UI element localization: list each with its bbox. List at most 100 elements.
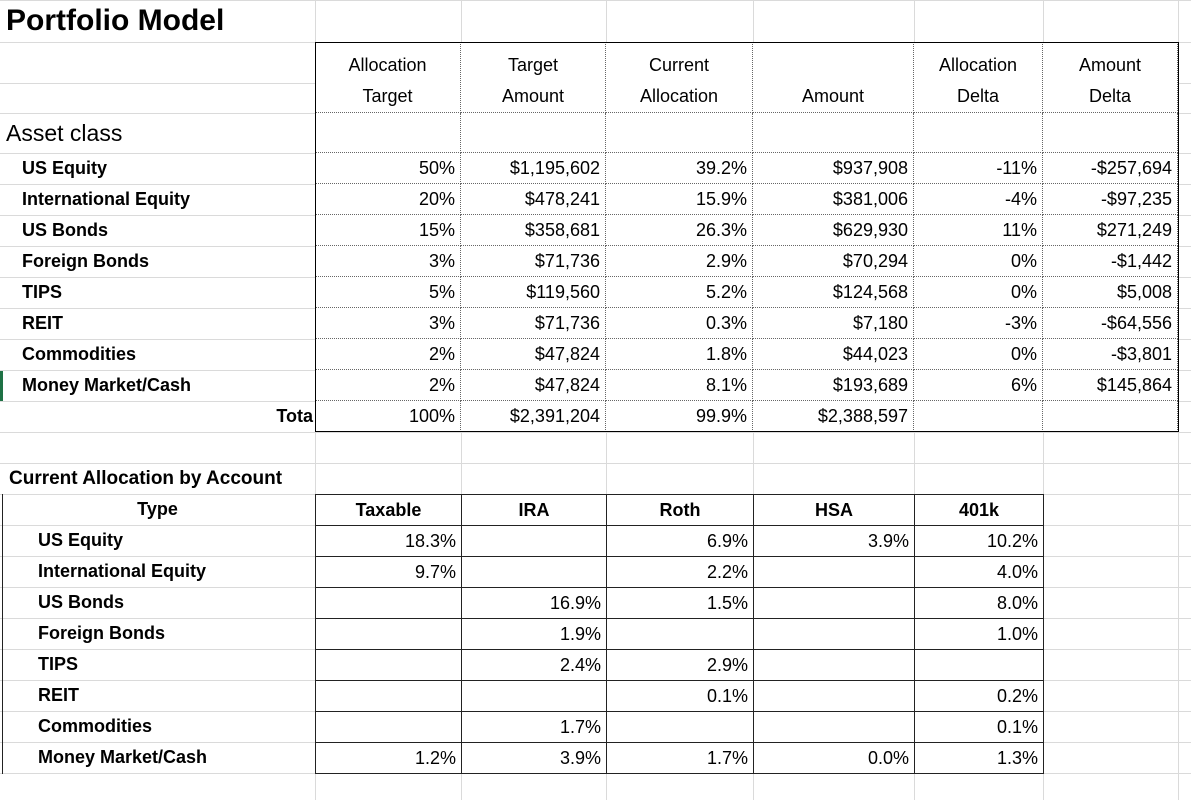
cell: 15.9% xyxy=(606,184,753,215)
cell: 8.1% xyxy=(606,370,753,401)
cell: $119,560 xyxy=(461,277,606,308)
type-label: Type xyxy=(137,499,178,519)
cell xyxy=(606,711,754,743)
column-header: 401k xyxy=(914,494,1044,526)
cell: $5,008 xyxy=(1043,277,1178,308)
gridline xyxy=(0,432,1191,433)
cell: 1.9% xyxy=(461,618,607,650)
cell: 0.1% xyxy=(606,680,754,712)
cell: 3.9% xyxy=(461,742,607,774)
cell: -4% xyxy=(914,184,1043,215)
header-line: Current xyxy=(648,55,710,75)
cell: $478,241 xyxy=(461,184,606,215)
cell: 100% xyxy=(315,401,461,432)
cell: 0% xyxy=(914,246,1043,277)
cell: 1.2% xyxy=(315,742,462,774)
cell: -$1,442 xyxy=(1043,246,1178,277)
column-header: Taxable xyxy=(315,494,462,526)
cell xyxy=(753,618,915,650)
row-label: US Equity xyxy=(22,158,108,178)
cell: $145,864 xyxy=(1043,370,1178,401)
cell: $70,294 xyxy=(753,246,914,277)
cell: 11% xyxy=(914,215,1043,246)
cell: -$64,556 xyxy=(1043,308,1178,339)
cell: 0.3% xyxy=(606,308,753,339)
column-header: Current Allocation xyxy=(606,42,753,113)
cell: 9.7% xyxy=(315,556,462,588)
gridline xyxy=(0,0,1191,1)
cell: $193,689 xyxy=(753,370,914,401)
row-label: Foreign Bonds xyxy=(38,623,165,643)
cell: 26.3% xyxy=(606,215,753,246)
cell: -$97,235 xyxy=(1043,184,1178,215)
cell: 16.9% xyxy=(461,587,607,619)
cell xyxy=(753,587,915,619)
cell: 1.5% xyxy=(606,587,754,619)
cell: $47,824 xyxy=(461,339,606,370)
row-label: REIT xyxy=(22,313,64,333)
selection-marker xyxy=(0,371,3,402)
cell xyxy=(914,113,1043,153)
cell: 6.9% xyxy=(606,525,754,557)
cell xyxy=(753,680,915,712)
cell: $629,930 xyxy=(753,215,914,246)
column-header: IRA xyxy=(461,494,607,526)
cell: 15% xyxy=(315,215,461,246)
cell: 1.8% xyxy=(606,339,753,370)
cell: 20% xyxy=(315,184,461,215)
header-line: Delta xyxy=(956,86,1000,106)
row-label: Foreign Bonds xyxy=(22,251,149,271)
cell xyxy=(315,680,462,712)
cell: $381,006 xyxy=(753,184,914,215)
column-header: Amount Delta xyxy=(1043,42,1178,113)
cell: $937,908 xyxy=(753,153,914,184)
column-header: Allocation Delta xyxy=(914,42,1043,113)
section-label: Asset class xyxy=(6,119,123,146)
cell xyxy=(753,711,915,743)
cell xyxy=(753,113,914,153)
cell: 5% xyxy=(315,277,461,308)
cell: 5.2% xyxy=(606,277,753,308)
cell xyxy=(315,113,461,153)
cell: 0.1% xyxy=(914,711,1044,743)
cell: -$3,801 xyxy=(1043,339,1178,370)
cell xyxy=(461,113,606,153)
row-label: US Bonds xyxy=(38,592,125,612)
cell: -$257,694 xyxy=(1043,153,1178,184)
column-header: Amount xyxy=(753,42,914,113)
row-label: Commodities xyxy=(22,344,137,364)
cell: 0.2% xyxy=(914,680,1044,712)
cell: $1,195,602 xyxy=(461,153,606,184)
cell: $71,736 xyxy=(461,246,606,277)
header-line: Amount xyxy=(1078,55,1142,75)
cell: 10.2% xyxy=(914,525,1044,557)
table-border xyxy=(315,42,1179,432)
cell: 39.2% xyxy=(606,153,753,184)
cell: 2% xyxy=(315,370,461,401)
gridline xyxy=(0,463,1191,464)
header-line: Allocation xyxy=(348,55,427,75)
table-border xyxy=(2,494,3,774)
header-line: Delta xyxy=(1088,86,1132,106)
cell: 3% xyxy=(315,246,461,277)
title: Portfolio Model xyxy=(6,4,225,37)
cell: 0% xyxy=(914,339,1043,370)
cell: 8.0% xyxy=(914,587,1044,619)
cell: 2.4% xyxy=(461,649,607,681)
row-label: US Equity xyxy=(38,530,124,550)
header-line: Allocation xyxy=(639,86,719,106)
column-header: HSA xyxy=(753,494,915,526)
cell: $47,824 xyxy=(461,370,606,401)
row-label: International Equity xyxy=(38,561,207,581)
header-line: Amount xyxy=(801,86,865,106)
row-label: Money Market/Cash xyxy=(22,375,192,395)
row-label: Money Market/Cash xyxy=(38,747,208,767)
row-label: REIT xyxy=(38,685,80,705)
row-label: US Bonds xyxy=(22,220,109,240)
cell: $358,681 xyxy=(461,215,606,246)
cell: 4.0% xyxy=(914,556,1044,588)
cell: $124,568 xyxy=(753,277,914,308)
cell xyxy=(914,649,1044,681)
